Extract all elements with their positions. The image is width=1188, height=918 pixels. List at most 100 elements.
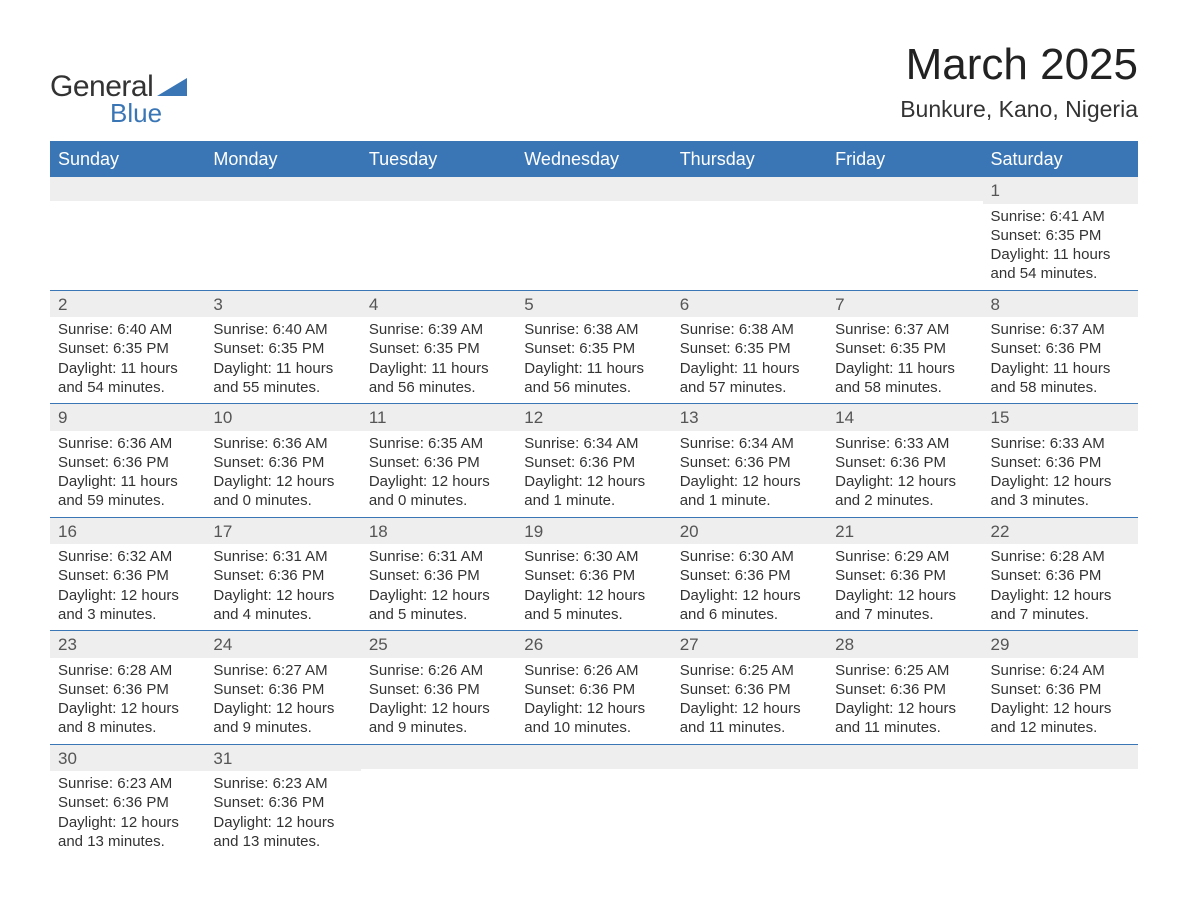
day-sunset: Sunset: 6:36 PM	[213, 680, 352, 699]
day-content: Sunrise: 6:41 AMSunset: 6:35 PMDaylight:…	[983, 204, 1138, 290]
day-sunset: Sunset: 6:36 PM	[58, 453, 197, 472]
calendar-cell: 17Sunrise: 6:31 AMSunset: 6:36 PMDayligh…	[205, 517, 360, 631]
calendar-week-row: 1Sunrise: 6:41 AMSunset: 6:35 PMDaylight…	[50, 176, 1138, 290]
empty-day-content	[827, 769, 982, 855]
day-sunset: Sunset: 6:36 PM	[680, 566, 819, 585]
empty-day-content	[361, 769, 516, 855]
logo-shape-icon	[157, 74, 187, 101]
day-content: Sunrise: 6:30 AMSunset: 6:36 PMDaylight:…	[672, 544, 827, 630]
day-number: 2	[50, 291, 205, 318]
day-sunrise: Sunrise: 6:26 AM	[524, 661, 663, 680]
day-sunset: Sunset: 6:35 PM	[58, 339, 197, 358]
day-daylight1: Daylight: 12 hours	[58, 699, 197, 718]
weekday-header: Saturday	[983, 142, 1138, 176]
day-number: 27	[672, 631, 827, 658]
empty-day	[827, 177, 982, 201]
day-daylight2: and 54 minutes.	[58, 378, 197, 397]
calendar-cell: 7Sunrise: 6:37 AMSunset: 6:35 PMDaylight…	[827, 290, 982, 404]
day-sunset: Sunset: 6:36 PM	[991, 339, 1130, 358]
day-number: 18	[361, 518, 516, 545]
day-sunset: Sunset: 6:36 PM	[369, 566, 508, 585]
day-daylight1: Daylight: 12 hours	[369, 699, 508, 718]
day-content: Sunrise: 6:36 AMSunset: 6:36 PMDaylight:…	[205, 431, 360, 517]
day-sunset: Sunset: 6:36 PM	[58, 793, 197, 812]
day-content: Sunrise: 6:36 AMSunset: 6:36 PMDaylight:…	[50, 431, 205, 517]
empty-day	[672, 745, 827, 769]
day-content: Sunrise: 6:31 AMSunset: 6:36 PMDaylight:…	[361, 544, 516, 630]
weekday-header: Sunday	[50, 142, 205, 176]
calendar-cell: 23Sunrise: 6:28 AMSunset: 6:36 PMDayligh…	[50, 630, 205, 744]
day-number: 24	[205, 631, 360, 658]
empty-day-content	[516, 769, 671, 855]
day-daylight2: and 58 minutes.	[991, 378, 1130, 397]
day-daylight1: Daylight: 11 hours	[369, 359, 508, 378]
day-sunrise: Sunrise: 6:37 AM	[835, 320, 974, 339]
day-content: Sunrise: 6:32 AMSunset: 6:36 PMDaylight:…	[50, 544, 205, 630]
calendar-cell: 18Sunrise: 6:31 AMSunset: 6:36 PMDayligh…	[361, 517, 516, 631]
day-daylight2: and 9 minutes.	[369, 718, 508, 737]
day-daylight1: Daylight: 12 hours	[524, 699, 663, 718]
day-sunrise: Sunrise: 6:25 AM	[835, 661, 974, 680]
day-content: Sunrise: 6:23 AMSunset: 6:36 PMDaylight:…	[205, 771, 360, 857]
day-sunset: Sunset: 6:36 PM	[835, 680, 974, 699]
day-daylight1: Daylight: 12 hours	[680, 699, 819, 718]
day-content: Sunrise: 6:25 AMSunset: 6:36 PMDaylight:…	[827, 658, 982, 744]
day-daylight1: Daylight: 11 hours	[58, 359, 197, 378]
day-daylight2: and 0 minutes.	[213, 491, 352, 510]
day-content: Sunrise: 6:33 AMSunset: 6:36 PMDaylight:…	[827, 431, 982, 517]
day-daylight1: Daylight: 12 hours	[680, 586, 819, 605]
calendar-cell: 29Sunrise: 6:24 AMSunset: 6:36 PMDayligh…	[983, 630, 1138, 744]
calendar-cell	[516, 176, 671, 290]
day-sunset: Sunset: 6:36 PM	[58, 680, 197, 699]
day-number: 6	[672, 291, 827, 318]
calendar-cell	[983, 744, 1138, 858]
day-daylight2: and 7 minutes.	[835, 605, 974, 624]
day-sunset: Sunset: 6:36 PM	[991, 453, 1130, 472]
empty-day	[672, 177, 827, 201]
empty-day	[361, 745, 516, 769]
day-sunrise: Sunrise: 6:27 AM	[213, 661, 352, 680]
day-content: Sunrise: 6:35 AMSunset: 6:36 PMDaylight:…	[361, 431, 516, 517]
calendar-cell: 19Sunrise: 6:30 AMSunset: 6:36 PMDayligh…	[516, 517, 671, 631]
calendar-cell	[361, 744, 516, 858]
day-sunset: Sunset: 6:36 PM	[213, 566, 352, 585]
page-title: March 2025	[900, 40, 1138, 90]
day-content: Sunrise: 6:38 AMSunset: 6:35 PMDaylight:…	[672, 317, 827, 403]
day-sunrise: Sunrise: 6:30 AM	[524, 547, 663, 566]
calendar-body: 1Sunrise: 6:41 AMSunset: 6:35 PMDaylight…	[50, 176, 1138, 857]
day-daylight1: Daylight: 12 hours	[213, 586, 352, 605]
calendar-cell: 22Sunrise: 6:28 AMSunset: 6:36 PMDayligh…	[983, 517, 1138, 631]
calendar-cell	[516, 744, 671, 858]
calendar-cell: 16Sunrise: 6:32 AMSunset: 6:36 PMDayligh…	[50, 517, 205, 631]
empty-day-content	[672, 201, 827, 287]
day-sunrise: Sunrise: 6:26 AM	[369, 661, 508, 680]
day-daylight2: and 0 minutes.	[369, 491, 508, 510]
day-daylight2: and 11 minutes.	[835, 718, 974, 737]
day-sunset: Sunset: 6:36 PM	[213, 453, 352, 472]
day-sunrise: Sunrise: 6:29 AM	[835, 547, 974, 566]
day-daylight1: Daylight: 12 hours	[213, 699, 352, 718]
day-sunrise: Sunrise: 6:34 AM	[524, 434, 663, 453]
day-sunrise: Sunrise: 6:40 AM	[58, 320, 197, 339]
calendar-cell: 21Sunrise: 6:29 AMSunset: 6:36 PMDayligh…	[827, 517, 982, 631]
day-daylight1: Daylight: 11 hours	[991, 359, 1130, 378]
day-daylight2: and 4 minutes.	[213, 605, 352, 624]
day-daylight1: Daylight: 12 hours	[58, 813, 197, 832]
day-number: 11	[361, 404, 516, 431]
day-daylight2: and 2 minutes.	[835, 491, 974, 510]
day-sunset: Sunset: 6:36 PM	[213, 793, 352, 812]
day-number: 16	[50, 518, 205, 545]
calendar-cell: 1Sunrise: 6:41 AMSunset: 6:35 PMDaylight…	[983, 176, 1138, 290]
day-daylight1: Daylight: 12 hours	[835, 586, 974, 605]
calendar-cell: 9Sunrise: 6:36 AMSunset: 6:36 PMDaylight…	[50, 403, 205, 517]
empty-day-content	[516, 201, 671, 287]
day-sunset: Sunset: 6:36 PM	[680, 680, 819, 699]
day-number: 5	[516, 291, 671, 318]
empty-day-content	[672, 769, 827, 855]
day-sunrise: Sunrise: 6:28 AM	[58, 661, 197, 680]
day-number: 29	[983, 631, 1138, 658]
page-subtitle: Bunkure, Kano, Nigeria	[900, 96, 1138, 123]
day-sunrise: Sunrise: 6:31 AM	[213, 547, 352, 566]
calendar-cell	[827, 176, 982, 290]
calendar-week-row: 23Sunrise: 6:28 AMSunset: 6:36 PMDayligh…	[50, 630, 1138, 744]
